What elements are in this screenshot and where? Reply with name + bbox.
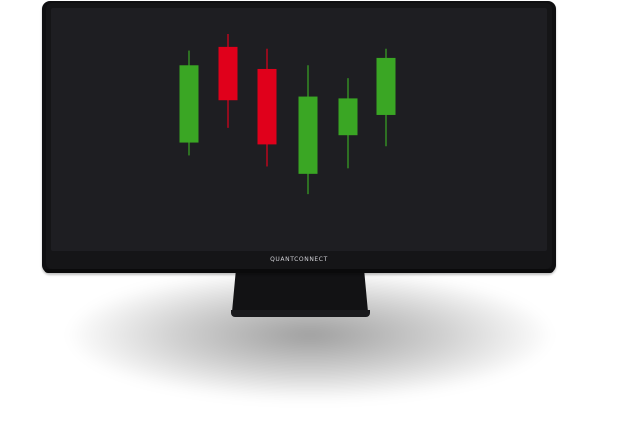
candle-body-3 — [257, 68, 277, 145]
candle-body-6 — [376, 57, 396, 115]
monitor-stand-base — [231, 310, 370, 317]
brand-label: QUANTCONNECT — [270, 256, 328, 263]
monitor-frame: QUANTCONNECT — [42, 1, 556, 273]
candlestick-chart — [179, 34, 396, 195]
candle-body-4 — [298, 96, 318, 174]
monitor-stand-neck — [232, 268, 368, 312]
candle-body-2 — [218, 46, 238, 101]
monitor-chin — [44, 269, 554, 273]
candle-body-1 — [179, 65, 199, 143]
candle-body-5 — [338, 98, 358, 136]
monitor-screen — [51, 8, 547, 251]
